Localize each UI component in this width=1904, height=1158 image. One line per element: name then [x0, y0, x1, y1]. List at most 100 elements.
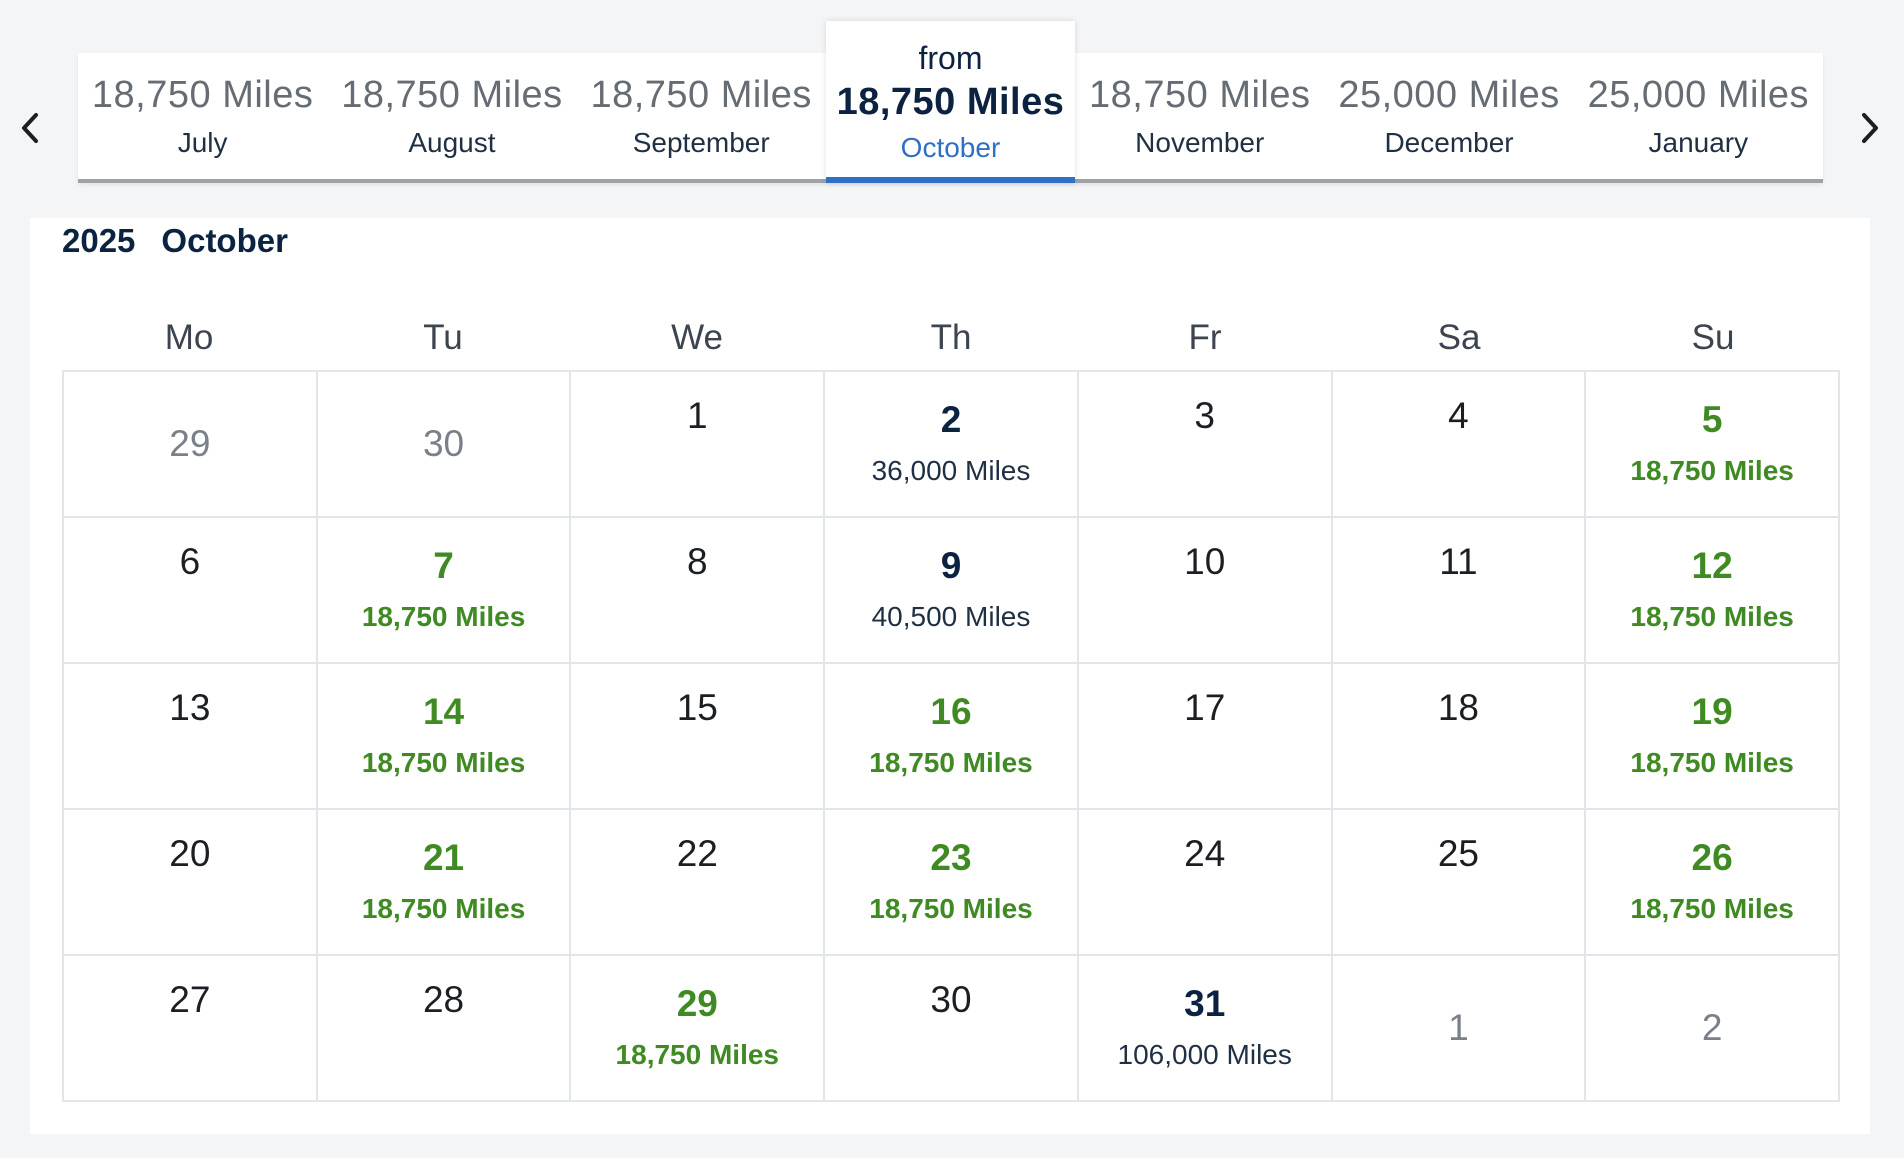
calendar-year: 2025 — [62, 222, 136, 259]
day-number: 1 — [686, 395, 708, 436]
weekday-header-row: Mo Tu We Th Fr Sa Su — [62, 318, 1840, 358]
calendar-heading: 2025 October — [62, 222, 288, 260]
chevron-left-icon — [22, 113, 38, 143]
calendar-day[interactable]: 24 — [1078, 810, 1333, 956]
calendar-day[interactable]: 28 — [317, 956, 572, 1102]
calendar-day-outside-month: 29 — [64, 372, 318, 518]
month-selector-strip: 18,750 Miles July 18,750 Miles August 18,750… — [78, 21, 1823, 183]
calendar-day[interactable]: 3 — [1078, 372, 1333, 518]
month-tab-name: November — [1135, 126, 1265, 158]
month-tab-november[interactable]: 18,750 Miles November — [1075, 53, 1324, 179]
calendar-day-outside-month: 1 — [1332, 956, 1587, 1102]
day-number: 1 — [1448, 1006, 1469, 1048]
day-number: 2 — [1701, 1006, 1723, 1048]
day-price: 18,750 Miles — [1630, 746, 1794, 778]
month-tab-october[interactable]: from 18,750 Miles October — [825, 21, 1076, 183]
calendar-day[interactable]: 21 18,750 Miles — [317, 810, 572, 956]
calendar-day[interactable]: 19 18,750 Miles — [1586, 664, 1840, 810]
weekday-label: Fr — [1188, 318, 1222, 357]
day-number: 7 — [433, 545, 454, 586]
day-number: 30 — [930, 979, 972, 1020]
calendar-day[interactable]: 16 18,750 Miles — [825, 664, 1079, 810]
month-tab-december[interactable]: 25,000 Miles December — [1324, 53, 1573, 179]
day-number: 14 — [422, 691, 465, 732]
weekday-label: We — [671, 318, 723, 357]
day-number: 29 — [169, 422, 211, 464]
calendar-day[interactable]: 8 — [571, 518, 826, 664]
calendar-day[interactable]: 11 — [1332, 518, 1587, 664]
calendar-day[interactable]: 20 — [64, 810, 318, 956]
calendar-day[interactable]: 12 18,750 Miles — [1586, 518, 1840, 664]
day-number: 28 — [422, 979, 465, 1020]
calendar-day[interactable]: 29 18,750 Miles — [571, 956, 826, 1102]
day-price: 18,750 Miles — [361, 600, 526, 632]
calendar-day[interactable]: 15 — [571, 664, 826, 810]
month-tab-name: September — [632, 126, 770, 158]
day-price: 18,750 Miles — [869, 746, 1033, 778]
day-number: 11 — [1439, 541, 1478, 582]
calendar-day[interactable]: 1 — [571, 372, 826, 518]
day-price: 18,750 Miles — [361, 892, 526, 924]
month-tab-january[interactable]: 25,000 Miles January — [1574, 53, 1823, 179]
day-number: 23 — [930, 837, 972, 878]
day-number: 2 — [940, 399, 962, 440]
month-tab-name: December — [1384, 126, 1514, 158]
month-tab-price: 25,000 Miles — [1338, 73, 1560, 116]
calendar-day[interactable]: 13 — [64, 664, 318, 810]
month-tab-price: 18,750 Miles — [91, 73, 314, 116]
day-number: 22 — [676, 833, 718, 874]
day-price: 18,750 Miles — [1630, 600, 1794, 632]
weekday-label: Th — [930, 318, 972, 357]
calendar-grid: 29 30 1 2 36,000 Miles 3 4 5 18,750 Miles 6 7 18,75… — [62, 370, 1840, 1102]
calendar-day[interactable]: 2 36,000 Miles — [825, 372, 1079, 518]
day-number: 31 — [1184, 983, 1226, 1024]
day-number: 24 — [1184, 833, 1226, 874]
day-number: 8 — [686, 541, 708, 582]
previous-months-button[interactable] — [12, 104, 48, 152]
month-tab-august[interactable]: 18,750 Miles August — [327, 53, 576, 179]
calendar-day[interactable]: 27 — [64, 956, 318, 1102]
month-tab-july[interactable]: 18,750 Miles July — [78, 53, 327, 179]
day-number: 12 — [1691, 545, 1733, 586]
day-number: 16 — [930, 691, 972, 732]
day-price: 18,750 Miles — [615, 1038, 779, 1070]
day-price: 18,750 Miles — [361, 746, 526, 778]
day-number: 25 — [1437, 833, 1479, 874]
calendar-day[interactable]: 22 — [571, 810, 826, 956]
calendar-day[interactable]: 10 — [1078, 518, 1333, 664]
day-number: 15 — [676, 687, 718, 728]
day-number: 3 — [1194, 395, 1215, 436]
day-price: 18,750 Miles — [869, 892, 1033, 924]
calendar-day[interactable]: 6 — [64, 518, 318, 664]
month-tab-price: 18,750 Miles — [590, 73, 812, 116]
calendar-day[interactable]: 7 18,750 Miles — [317, 518, 572, 664]
weekday-label: Sa — [1437, 318, 1481, 357]
day-number: 13 — [169, 687, 211, 728]
day-price: 18,750 Miles — [1630, 892, 1794, 924]
next-months-button[interactable] — [1852, 104, 1888, 152]
month-tab-september[interactable]: 18,750 Miles September — [577, 53, 826, 179]
day-price: 18,750 Miles — [1630, 454, 1794, 486]
day-number: 6 — [179, 541, 201, 582]
calendar-day[interactable]: 30 — [825, 956, 1079, 1102]
day-price: 106,000 Miles — [1117, 1038, 1292, 1070]
day-number: 9 — [940, 545, 962, 586]
calendar-day[interactable]: 17 — [1078, 664, 1333, 810]
month-tab-name: October — [900, 132, 1001, 163]
calendar-day[interactable]: 9 40,500 Miles — [825, 518, 1079, 664]
calendar-day[interactable]: 25 — [1332, 810, 1587, 956]
calendar-day[interactable]: 26 18,750 Miles — [1586, 810, 1840, 956]
day-number: 26 — [1691, 837, 1733, 878]
day-number: 19 — [1691, 691, 1733, 732]
weekday-label: Su — [1691, 318, 1735, 357]
month-tab-name: January — [1648, 126, 1749, 158]
calendar-day[interactable]: 31 106,000 Miles — [1078, 956, 1333, 1102]
calendar-day-outside-month: 2 — [1586, 956, 1840, 1102]
calendar-day[interactable]: 14 18,750 Miles — [317, 664, 572, 810]
calendar-day[interactable]: 5 18,750 Miles — [1586, 372, 1840, 518]
calendar-day[interactable]: 18 — [1332, 664, 1587, 810]
calendar-day[interactable]: 4 — [1332, 372, 1587, 518]
month-tab-price: 18,750 Miles — [1089, 73, 1311, 116]
day-price: 40,500 Miles — [871, 600, 1031, 632]
calendar-day[interactable]: 23 18,750 Miles — [825, 810, 1079, 956]
